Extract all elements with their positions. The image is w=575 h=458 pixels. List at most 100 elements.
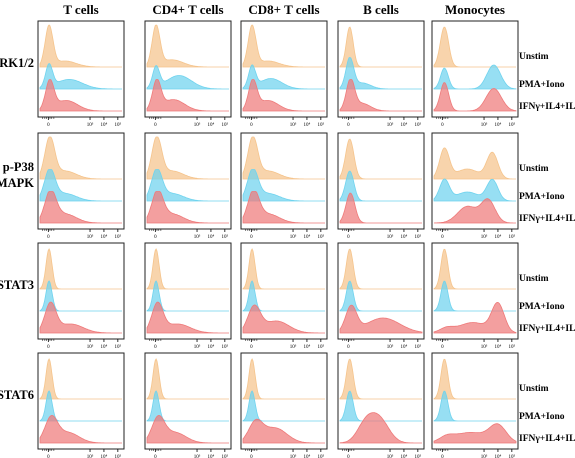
histogram-ifn-il4-il6 (39, 414, 122, 444)
condition-label-pma-iono: PMA+Iono (519, 80, 565, 90)
x-tick-label: 10⁴ (304, 344, 311, 350)
condition-label-ifn-il4-il6: IFNγ+IL4+IL6 (519, 102, 575, 112)
x-tick-label: 0 (347, 235, 350, 240)
x-tick-label: 10³ (481, 344, 488, 350)
x-tick-label: 10⁵ (508, 122, 515, 128)
x-tick-label: 10³ (481, 122, 488, 128)
x-tick-label: 10³ (87, 344, 94, 350)
condition-label-unstim: Unstim (519, 274, 549, 284)
histogram-pma-iono (39, 63, 122, 90)
histogram-pma-iono (433, 390, 516, 422)
x-tick-label: 10³ (194, 454, 201, 458)
x-tick-label: 10⁵ (317, 454, 324, 458)
x-tick-label: 10⁴ (495, 234, 502, 240)
histogram-panel: 0 10³ 10⁴ 10⁵ (144, 352, 232, 458)
column-title-t-cells: T cells (63, 2, 99, 17)
histogram-panel: 0 10³ 10⁴ 10⁵ (240, 20, 328, 128)
histogram-ifn-il4-il6 (339, 79, 422, 112)
x-tick-label: 10⁴ (495, 344, 502, 350)
histogram-panel: 0 10³ 10⁴ 10⁵ (144, 20, 232, 128)
x-tick-label: 10⁵ (508, 234, 515, 240)
histogram-panel: 0 10³ 10⁴ 10⁵ (431, 352, 519, 458)
histogram-panel: 0 10³ 10⁴ 10⁵ (240, 352, 328, 458)
x-tick-label: 0 (347, 455, 350, 458)
column-title-b-cells: B cells (363, 2, 399, 17)
histogram-ifn-il4-il6 (433, 82, 517, 112)
x-tick-label: 0 (47, 123, 50, 128)
x-tick-label: 10⁴ (401, 454, 408, 458)
condition-label-ifn-il4-il6: IFNγ+IL4+IL6 (519, 434, 575, 444)
x-tick-label: 10⁴ (101, 454, 108, 458)
x-tick-label: 10³ (87, 122, 94, 128)
condition-label-unstim: Unstim (519, 52, 549, 62)
histogram-pma-iono (242, 390, 325, 422)
x-tick-label: 0 (154, 345, 157, 350)
x-tick-label: 10⁵ (414, 344, 421, 350)
histogram-unstim (39, 136, 122, 180)
histogram-ifn-il4-il6 (39, 191, 122, 224)
histogram-unstim (433, 147, 516, 180)
row-label-p-erk1-2: p-ERK1/2 (0, 56, 34, 70)
x-tick-label: 10⁵ (221, 344, 228, 350)
x-tick-label: 0 (47, 455, 50, 458)
x-tick-label: 10³ (194, 122, 201, 128)
x-tick-label: 0 (347, 123, 350, 128)
x-tick-label: 0 (347, 345, 350, 350)
x-tick-label: 10³ (290, 234, 297, 240)
histogram-panel: 0 10³ 10⁴ 10⁵ (337, 20, 425, 128)
x-tick-label: 10³ (481, 454, 488, 458)
x-tick-label: 0 (250, 345, 253, 350)
condition-label-pma-iono: PMA+Iono (519, 192, 565, 202)
x-tick-label: 10⁴ (208, 234, 215, 240)
histogram-ifn-il4-il6 (339, 412, 422, 444)
row-label-p-p38-mapk: MAPK (0, 176, 34, 190)
histogram-panel: 0 10³ 10⁴ 10⁵ (37, 352, 125, 458)
histogram-pma-iono (433, 64, 517, 90)
x-tick-label: 10⁵ (114, 234, 121, 240)
condition-label-unstim: Unstim (519, 164, 549, 174)
x-tick-label: 10⁴ (401, 344, 408, 350)
x-tick-label: 10⁴ (208, 454, 215, 458)
x-tick-label: 10⁴ (208, 344, 215, 350)
histogram-pma-iono (146, 169, 229, 202)
condition-label-pma-iono: PMA+Iono (519, 302, 565, 312)
x-tick-label: 10⁴ (401, 234, 408, 240)
x-tick-label: 10⁵ (114, 344, 121, 350)
histogram-panel: 0 10³ 10⁴ 10⁵ (337, 132, 425, 240)
histogram-ifn-il4-il6 (339, 304, 423, 334)
histogram-panel: 0 10³ 10⁴ 10⁵ (431, 20, 519, 128)
histogram-panel: 0 10³ 10⁴ 10⁵ (37, 242, 125, 350)
histogram-panel: 0 10³ 10⁴ 10⁵ (144, 242, 232, 350)
x-tick-label: 10⁵ (221, 122, 228, 128)
histogram-unstim (242, 136, 325, 180)
x-tick-label: 10⁵ (317, 344, 324, 350)
histogram-ifn-il4-il6 (242, 304, 325, 334)
histogram-unstim (433, 26, 516, 68)
histogram-pma-iono (433, 178, 516, 202)
x-tick-label: 0 (47, 345, 50, 350)
x-tick-label: 10³ (387, 454, 394, 458)
histogram-panel: 0 10³ 10⁴ 10⁵ (37, 20, 125, 128)
x-tick-label: 0 (441, 345, 444, 350)
x-tick-label: 0 (154, 123, 157, 128)
column-title-cd8-t-cells: CD8+ T cells (248, 2, 319, 17)
x-tick-label: 10³ (290, 122, 297, 128)
x-tick-label: 10⁴ (101, 122, 108, 128)
histogram-pma-iono (242, 169, 325, 202)
x-tick-label: 10⁵ (317, 234, 324, 240)
x-tick-label: 10³ (87, 454, 94, 458)
x-tick-label: 10⁵ (317, 122, 324, 128)
histogram-ifn-il4-il6 (146, 414, 229, 444)
x-tick-label: 0 (441, 235, 444, 240)
histogram-ifn-il4-il6 (433, 301, 517, 334)
x-tick-label: 0 (154, 235, 157, 240)
x-tick-label: 10⁵ (508, 344, 515, 350)
histogram-unstim (39, 24, 122, 68)
x-tick-label: 10⁴ (304, 234, 311, 240)
histogram-panel: 0 10³ 10⁴ 10⁵ (240, 242, 328, 350)
condition-label-unstim: Unstim (519, 384, 549, 394)
x-tick-label: 10³ (481, 234, 488, 240)
x-tick-label: 0 (441, 123, 444, 128)
x-tick-label: 10³ (290, 344, 297, 350)
